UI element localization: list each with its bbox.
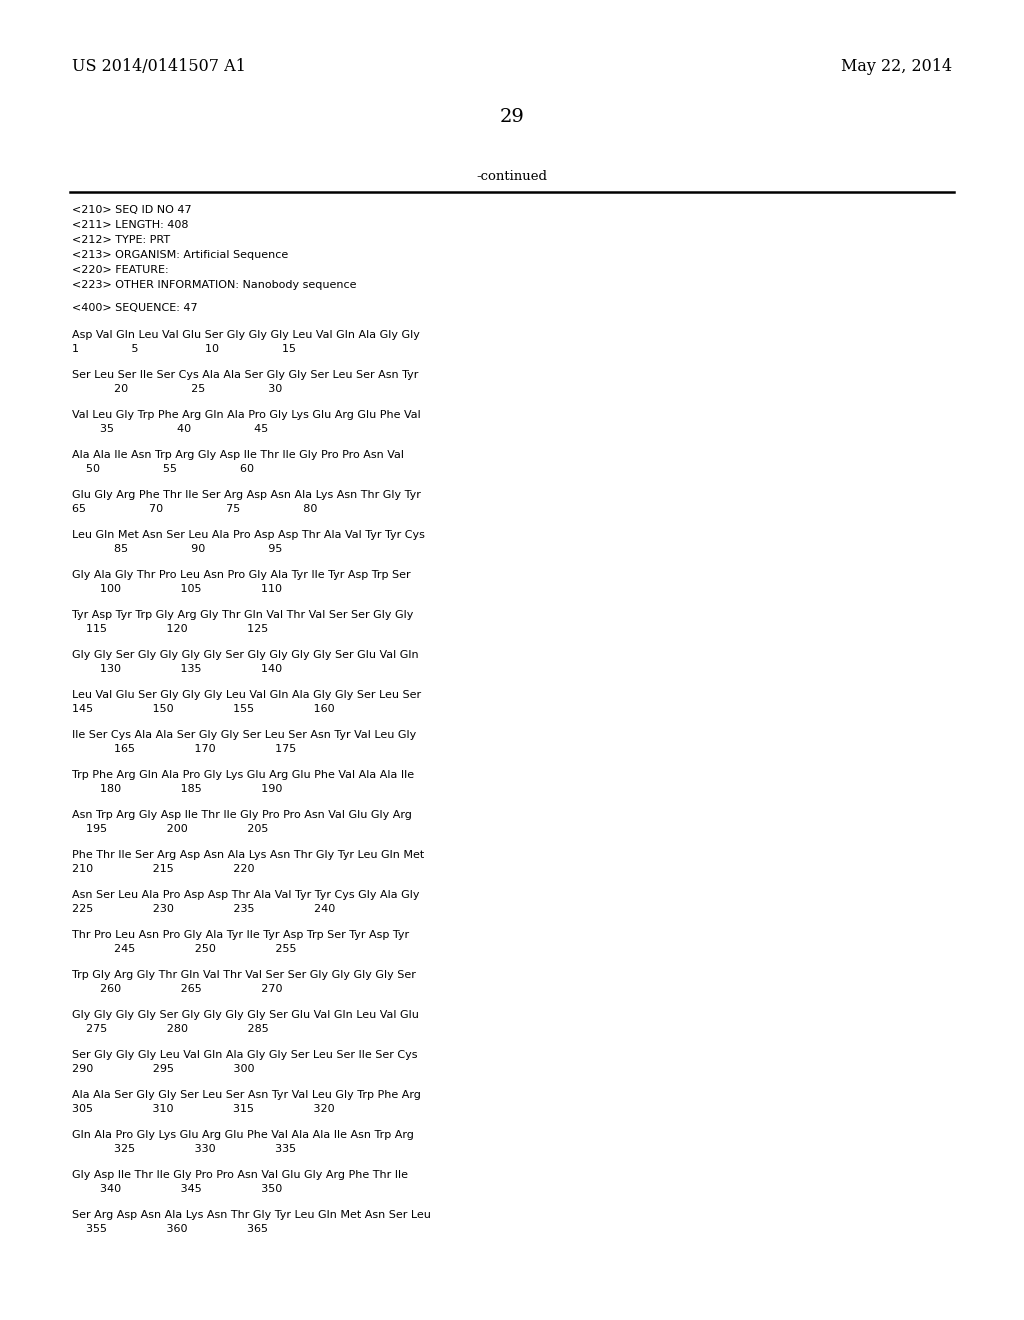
Text: <212> TYPE: PRT: <212> TYPE: PRT [72,235,170,246]
Text: Gly Gly Gly Gly Ser Gly Gly Gly Gly Ser Glu Val Gln Leu Val Glu: Gly Gly Gly Gly Ser Gly Gly Gly Gly Ser … [72,1010,419,1020]
Text: Gly Asp Ile Thr Ile Gly Pro Pro Asn Val Glu Gly Arg Phe Thr Ile: Gly Asp Ile Thr Ile Gly Pro Pro Asn Val … [72,1170,408,1180]
Text: 180                 185                 190: 180 185 190 [72,784,283,795]
Text: May 22, 2014: May 22, 2014 [841,58,952,75]
Text: Trp Phe Arg Gln Ala Pro Gly Lys Glu Arg Glu Phe Val Ala Ala Ile: Trp Phe Arg Gln Ala Pro Gly Lys Glu Arg … [72,770,414,780]
Text: 115                 120                 125: 115 120 125 [72,624,268,634]
Text: 65                  70                  75                  80: 65 70 75 80 [72,504,317,513]
Text: 20                  25                  30: 20 25 30 [72,384,283,393]
Text: 355                 360                 365: 355 360 365 [72,1224,268,1234]
Text: Gly Ala Gly Thr Pro Leu Asn Pro Gly Ala Tyr Ile Tyr Asp Trp Ser: Gly Ala Gly Thr Pro Leu Asn Pro Gly Ala … [72,570,411,579]
Text: 130                 135                 140: 130 135 140 [72,664,283,675]
Text: Thr Pro Leu Asn Pro Gly Ala Tyr Ile Tyr Asp Trp Ser Tyr Asp Tyr: Thr Pro Leu Asn Pro Gly Ala Tyr Ile Tyr … [72,931,410,940]
Text: 275                 280                 285: 275 280 285 [72,1024,268,1034]
Text: Ser Leu Ser Ile Ser Cys Ala Ala Ser Gly Gly Ser Leu Ser Asn Tyr: Ser Leu Ser Ile Ser Cys Ala Ala Ser Gly … [72,370,419,380]
Text: 225                 230                 235                 240: 225 230 235 240 [72,904,335,913]
Text: 50                  55                  60: 50 55 60 [72,465,254,474]
Text: -continued: -continued [476,170,548,183]
Text: <211> LENGTH: 408: <211> LENGTH: 408 [72,220,188,230]
Text: 195                 200                 205: 195 200 205 [72,824,268,834]
Text: Asn Trp Arg Gly Asp Ile Thr Ile Gly Pro Pro Asn Val Glu Gly Arg: Asn Trp Arg Gly Asp Ile Thr Ile Gly Pro … [72,810,412,820]
Text: 290                 295                 300: 290 295 300 [72,1064,255,1074]
Text: Gln Ala Pro Gly Lys Glu Arg Glu Phe Val Ala Ala Ile Asn Trp Arg: Gln Ala Pro Gly Lys Glu Arg Glu Phe Val … [72,1130,414,1140]
Text: 245                 250                 255: 245 250 255 [72,944,297,954]
Text: Tyr Asp Tyr Trp Gly Arg Gly Thr Gln Val Thr Val Ser Ser Gly Gly: Tyr Asp Tyr Trp Gly Arg Gly Thr Gln Val … [72,610,414,620]
Text: <223> OTHER INFORMATION: Nanobody sequence: <223> OTHER INFORMATION: Nanobody sequen… [72,280,356,290]
Text: 35                  40                  45: 35 40 45 [72,424,268,434]
Text: 145                 150                 155                 160: 145 150 155 160 [72,704,335,714]
Text: <213> ORGANISM: Artificial Sequence: <213> ORGANISM: Artificial Sequence [72,249,288,260]
Text: 165                 170                 175: 165 170 175 [72,744,296,754]
Text: Glu Gly Arg Phe Thr Ile Ser Arg Asp Asn Ala Lys Asn Thr Gly Tyr: Glu Gly Arg Phe Thr Ile Ser Arg Asp Asn … [72,490,421,500]
Text: Leu Val Glu Ser Gly Gly Gly Leu Val Gln Ala Gly Gly Ser Leu Ser: Leu Val Glu Ser Gly Gly Gly Leu Val Gln … [72,690,421,700]
Text: Asn Ser Leu Ala Pro Asp Asp Thr Ala Val Tyr Tyr Cys Gly Ala Gly: Asn Ser Leu Ala Pro Asp Asp Thr Ala Val … [72,890,420,900]
Text: Ile Ser Cys Ala Ala Ser Gly Gly Ser Leu Ser Asn Tyr Val Leu Gly: Ile Ser Cys Ala Ala Ser Gly Gly Ser Leu … [72,730,416,741]
Text: Val Leu Gly Trp Phe Arg Gln Ala Pro Gly Lys Glu Arg Glu Phe Val: Val Leu Gly Trp Phe Arg Gln Ala Pro Gly … [72,411,421,420]
Text: Phe Thr Ile Ser Arg Asp Asn Ala Lys Asn Thr Gly Tyr Leu Gln Met: Phe Thr Ile Ser Arg Asp Asn Ala Lys Asn … [72,850,424,861]
Text: Ala Ala Ser Gly Gly Ser Leu Ser Asn Tyr Val Leu Gly Trp Phe Arg: Ala Ala Ser Gly Gly Ser Leu Ser Asn Tyr … [72,1090,421,1100]
Text: 85                  90                  95: 85 90 95 [72,544,283,554]
Text: <400> SEQUENCE: 47: <400> SEQUENCE: 47 [72,304,198,313]
Text: 305                 310                 315                 320: 305 310 315 320 [72,1104,335,1114]
Text: <210> SEQ ID NO 47: <210> SEQ ID NO 47 [72,205,191,215]
Text: <220> FEATURE:: <220> FEATURE: [72,265,169,275]
Text: US 2014/0141507 A1: US 2014/0141507 A1 [72,58,246,75]
Text: Gly Gly Ser Gly Gly Gly Gly Ser Gly Gly Gly Gly Ser Glu Val Gln: Gly Gly Ser Gly Gly Gly Gly Ser Gly Gly … [72,649,419,660]
Text: Trp Gly Arg Gly Thr Gln Val Thr Val Ser Ser Gly Gly Gly Gly Ser: Trp Gly Arg Gly Thr Gln Val Thr Val Ser … [72,970,416,979]
Text: 210                 215                 220: 210 215 220 [72,865,255,874]
Text: 1               5                   10                  15: 1 5 10 15 [72,345,296,354]
Text: 325                 330                 335: 325 330 335 [72,1144,296,1154]
Text: Leu Gln Met Asn Ser Leu Ala Pro Asp Asp Thr Ala Val Tyr Tyr Cys: Leu Gln Met Asn Ser Leu Ala Pro Asp Asp … [72,531,425,540]
Text: Ser Arg Asp Asn Ala Lys Asn Thr Gly Tyr Leu Gln Met Asn Ser Leu: Ser Arg Asp Asn Ala Lys Asn Thr Gly Tyr … [72,1210,431,1220]
Text: Asp Val Gln Leu Val Glu Ser Gly Gly Gly Leu Val Gln Ala Gly Gly: Asp Val Gln Leu Val Glu Ser Gly Gly Gly … [72,330,420,341]
Text: 100                 105                 110: 100 105 110 [72,583,282,594]
Text: Ser Gly Gly Gly Leu Val Gln Ala Gly Gly Ser Leu Ser Ile Ser Cys: Ser Gly Gly Gly Leu Val Gln Ala Gly Gly … [72,1049,418,1060]
Text: 29: 29 [500,108,524,125]
Text: 340                 345                 350: 340 345 350 [72,1184,283,1195]
Text: Ala Ala Ile Asn Trp Arg Gly Asp Ile Thr Ile Gly Pro Pro Asn Val: Ala Ala Ile Asn Trp Arg Gly Asp Ile Thr … [72,450,404,459]
Text: 260                 265                 270: 260 265 270 [72,983,283,994]
